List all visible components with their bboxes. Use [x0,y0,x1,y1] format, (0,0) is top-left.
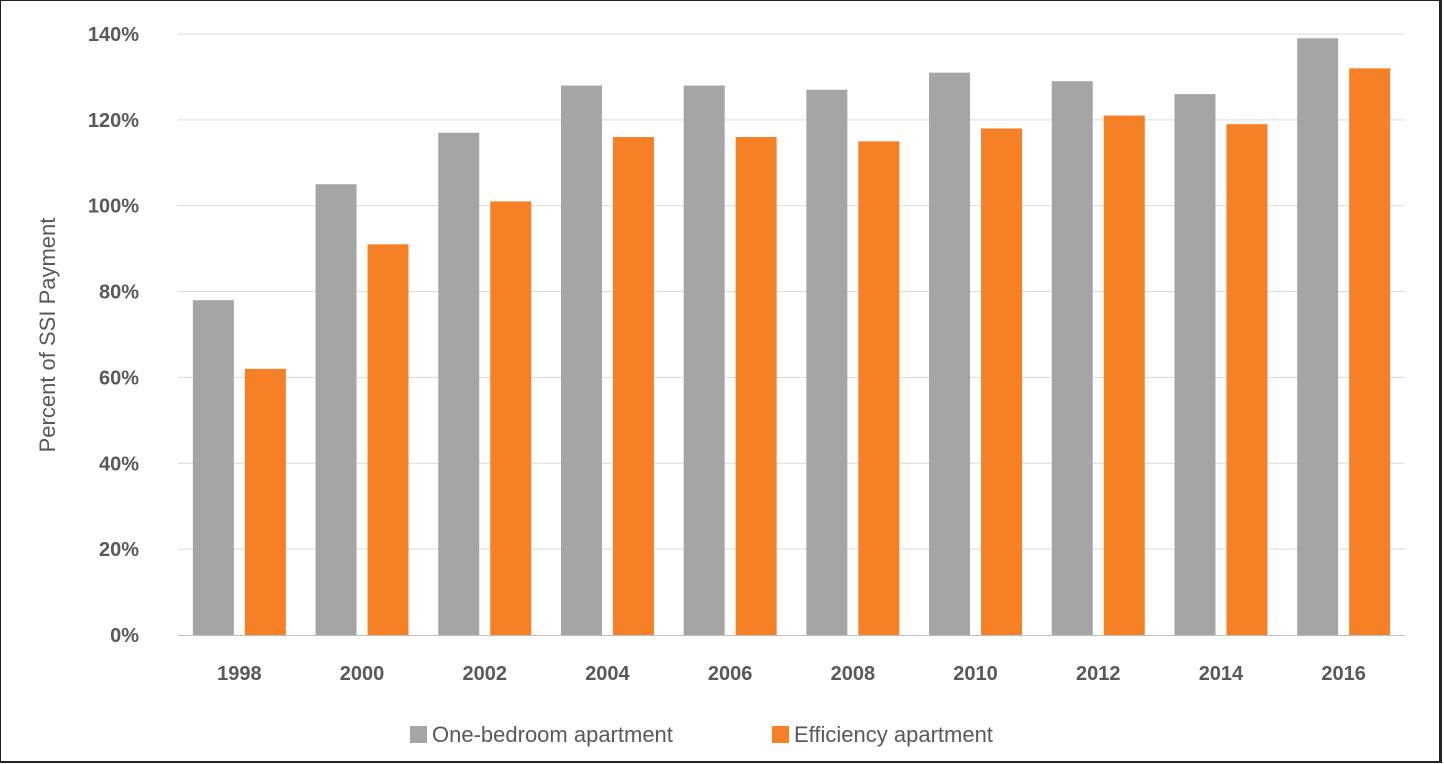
bar-efficiency-apartment-2012 [1103,115,1145,636]
x-tick-label: 2004 [585,663,630,685]
y-tick-label: 20% [99,539,139,561]
legend-swatch [410,726,427,743]
bar-one-bedroom-apartment-2004 [560,85,602,635]
bar-one-bedroom-apartment-2000 [315,184,357,635]
y-tick-label: 140% [88,24,139,46]
bar-one-bedroom-apartment-2006 [683,85,725,635]
legend-label: One-bedroom apartment [432,722,673,747]
bar-efficiency-apartment-2014 [1226,124,1268,636]
x-tick-label: 2008 [831,663,876,685]
bar-one-bedroom-apartment-2012 [1051,81,1093,635]
y-tick-label: 100% [88,196,139,218]
bars [192,38,1391,636]
bar-efficiency-apartment-1998 [244,368,286,635]
y-axis-ticks: 0% 20% 40% 60% 80% 100% 120% 140% [88,24,139,647]
x-tick-label: 2014 [1199,663,1244,685]
y-tick-label: 60% [99,367,139,389]
bar-one-bedroom-apartment-1998 [192,300,234,635]
bar-efficiency-apartment-2004 [612,137,654,635]
legend-swatch [772,726,789,743]
legend-label: Efficiency apartment [794,722,993,747]
x-tick-label: 2002 [463,663,508,685]
bar-efficiency-apartment-2010 [981,128,1023,635]
bar-efficiency-apartment-2000 [367,244,409,635]
bar-efficiency-apartment-2006 [735,137,777,635]
x-tick-label: 2006 [708,663,753,685]
y-axis-title: Percent of SSI Payment [35,218,60,453]
x-tick-label: 1998 [217,663,262,685]
y-tick-label: 120% [88,110,139,132]
bar-one-bedroom-apartment-2002 [438,132,480,635]
y-tick-label: 80% [99,282,139,304]
x-axis-ticks: 1998 2000 2002 2004 2006 2008 2010 2012 2014 2016 [217,663,1366,685]
bar-efficiency-apartment-2008 [858,141,900,636]
bar-efficiency-apartment-2002 [490,201,532,635]
y-tick-label: 0% [110,625,139,647]
x-tick-label: 2000 [340,663,385,685]
bar-one-bedroom-apartment-2010 [929,72,971,635]
x-tick-label: 2016 [1321,663,1366,685]
bar-one-bedroom-apartment-2008 [806,89,848,636]
y-tick-label: 40% [99,453,139,475]
bar-efficiency-apartment-2016 [1349,68,1391,636]
x-tick-label: 2010 [953,663,998,685]
bar-one-bedroom-apartment-2016 [1297,38,1339,636]
legend: One-bedroom apartment Efficiency apartmen… [410,722,993,747]
gridlines [178,33,1405,550]
x-tick-label: 2012 [1076,663,1121,685]
bar-one-bedroom-apartment-2014 [1174,94,1216,636]
